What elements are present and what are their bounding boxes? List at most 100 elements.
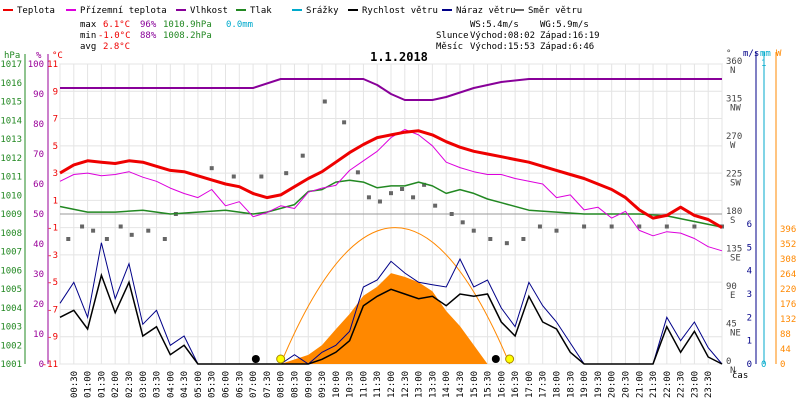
wind-dir-point (146, 228, 151, 233)
w-tick-label: 308 (780, 255, 796, 265)
x-tick-label: 13:00 (415, 371, 425, 398)
dir-tick-label: N (730, 366, 735, 376)
pct-tick-label: 100 (28, 60, 44, 70)
wind-dir-point (300, 153, 305, 158)
c-tick-label: 11 (47, 60, 58, 70)
x-tick-label: 11:00 (359, 371, 369, 398)
x-tick-label: 17:00 (525, 371, 535, 398)
pct-tick-label: 20 (33, 300, 44, 310)
stats-avg-temp: 2.8°C (103, 42, 130, 52)
dir-tick-label: E (730, 291, 735, 301)
x-tick-label: 16:30 (511, 371, 521, 398)
wind-dir-point (389, 191, 393, 196)
c-tick-label: -9 (47, 333, 58, 343)
wind-dir-point (104, 237, 109, 241)
ms-tick-label: 3 (747, 290, 752, 300)
x-tick-label: 07:00 (249, 371, 259, 398)
info-ws: WS:5.4m/s (470, 20, 519, 30)
x-tick-label: 21:30 (649, 371, 659, 398)
mm-axis-unit: mm (760, 49, 771, 59)
hpa-tick-label: 1002 (0, 341, 22, 351)
dir-tick-label: N (730, 66, 735, 76)
pct-tick-label: 10 (33, 330, 44, 340)
wind-dir-point (433, 203, 438, 208)
stats-max-hum: 96% (140, 20, 157, 30)
ms-tick-label: 1 (747, 337, 752, 347)
w-tick-label: 396 (780, 225, 796, 235)
deg-axis-unit: ° (726, 49, 731, 59)
hpa-tick-label: 1012 (0, 154, 22, 164)
sun-event-marker (276, 354, 286, 364)
pressure-line (59, 179, 723, 228)
wind-dir-point (488, 237, 493, 241)
hpa-tick-label: 1005 (0, 285, 22, 295)
deg-tick-label: 135 (726, 245, 742, 255)
x-tick-label: 21:00 (635, 371, 645, 398)
stats-avg-label: avg (80, 42, 96, 52)
x-tick-label: 13:30 (428, 371, 438, 398)
x-tick-label: 04:30 (180, 371, 190, 398)
x-tick-label: 22:00 (663, 371, 673, 398)
x-tick-label: 17:30 (539, 371, 549, 398)
stats-max-press: 1010.9hPa (163, 20, 212, 30)
x-tick-label: 14:00 (442, 371, 452, 398)
hpa-tick-label: 1001 (0, 360, 22, 370)
info-sun-rise: Východ:08:02 (470, 31, 535, 41)
x-tick-label: 07:30 (263, 371, 273, 398)
info-sun-label: Slunce (436, 31, 469, 41)
wind-dir-point (537, 224, 542, 229)
chart-title: 1.1.2018 (370, 50, 428, 64)
x-tick-label: 12:30 (401, 371, 411, 398)
w-tick-label: 44 (780, 345, 791, 355)
info-moon-rise: Východ:15:53 (470, 42, 535, 52)
x-tick-label: 10:00 (332, 371, 342, 398)
x-tick-label: 02:00 (111, 371, 121, 398)
c-tick-label: -7 (47, 305, 58, 315)
x-tick-label: 05:30 (208, 371, 218, 398)
stats-min-label: min (80, 31, 96, 41)
deg-tick-label: 180 (726, 207, 742, 217)
x-tick-label: 09:00 (304, 371, 314, 398)
ms-tick-label: 6 (747, 220, 752, 230)
wind-dir-point (66, 237, 71, 241)
temperature-line (59, 129, 723, 229)
x-tick-label: 06:30 (235, 371, 245, 398)
c-tick-label: 5 (53, 142, 58, 152)
deg-tick-label: 315 (726, 95, 742, 105)
info-wg: WG:5.9m/s (540, 20, 589, 30)
x-tick-label: 12:00 (387, 371, 397, 398)
x-tick-label: 15:30 (484, 371, 494, 398)
wind-dir-point (366, 195, 371, 200)
x-tick-label: 14:30 (456, 371, 466, 398)
hpa-tick-label: 1017 (0, 60, 22, 70)
dir-tick-label: SW (730, 179, 741, 189)
x-tick-label: 05:00 (194, 371, 204, 398)
w-tick-label: 88 (780, 330, 791, 340)
x-tick-label: 01:00 (84, 371, 94, 398)
c-tick-label: 1 (53, 196, 58, 206)
x-tick-label: 18:30 (566, 371, 576, 398)
wind-dir-point (400, 187, 405, 191)
wind-dir-point (582, 224, 587, 229)
wind-dir-point (284, 171, 289, 176)
wind-dir-point (80, 224, 85, 229)
info-moon-set: Západ:6:46 (540, 42, 594, 52)
x-tick-label: 20:00 (608, 371, 618, 398)
c-tick-label: -1 (47, 224, 58, 234)
x-tick-label: 09:30 (318, 371, 328, 398)
ms-axis-unit: m/s (743, 49, 759, 59)
stats-min-temp: -1.0°C (98, 31, 131, 41)
deg-tick-label: 225 (726, 170, 742, 180)
wind-dir-point (209, 166, 214, 171)
x-tick-label: 22:30 (677, 371, 687, 398)
x-tick-label: 23:30 (704, 371, 714, 398)
x-tick-label: 23:00 (690, 371, 700, 398)
wind-dir-point (449, 212, 454, 216)
wind-dir-point (129, 232, 134, 237)
wind-dir-point (471, 228, 476, 233)
dir-tick-label: NE (730, 329, 741, 339)
hpa-tick-label: 1007 (0, 248, 22, 258)
wind-dir-point (355, 170, 360, 175)
